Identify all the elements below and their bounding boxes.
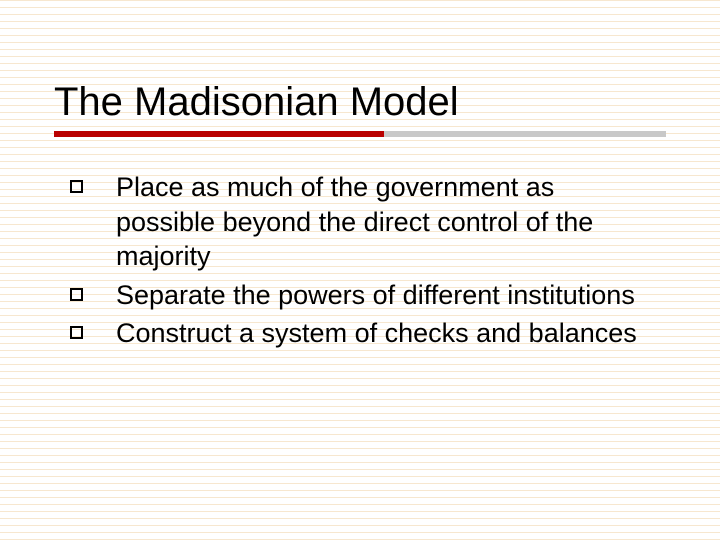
list-item: Construct a system of checks and balance… xyxy=(70,316,660,351)
list-item: Place as much of the government as possi… xyxy=(70,170,660,274)
bullet-text: Construct a system of checks and balance… xyxy=(116,318,637,348)
bullet-text: Place as much of the government as possi… xyxy=(116,172,593,271)
square-bullet-icon xyxy=(70,326,83,339)
underline-gray-segment xyxy=(384,131,666,137)
slide-title: The Madisonian Model xyxy=(54,80,666,125)
body-block: Place as much of the government as possi… xyxy=(70,170,660,355)
title-block: The Madisonian Model xyxy=(54,80,666,137)
bullet-text: Separate the powers of different institu… xyxy=(116,280,635,310)
square-bullet-icon xyxy=(70,288,83,301)
square-bullet-icon xyxy=(70,180,83,193)
bullet-list: Place as much of the government as possi… xyxy=(70,170,660,351)
title-underline xyxy=(54,131,666,137)
list-item: Separate the powers of different institu… xyxy=(70,278,660,313)
slide: The Madisonian Model Place as much of th… xyxy=(0,0,720,540)
underline-red-segment xyxy=(54,131,384,137)
